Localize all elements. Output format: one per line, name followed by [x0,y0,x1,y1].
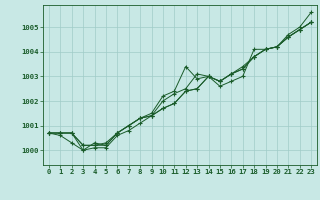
Text: Graphe pression niveau de la mer (hPa): Graphe pression niveau de la mer (hPa) [58,184,262,194]
